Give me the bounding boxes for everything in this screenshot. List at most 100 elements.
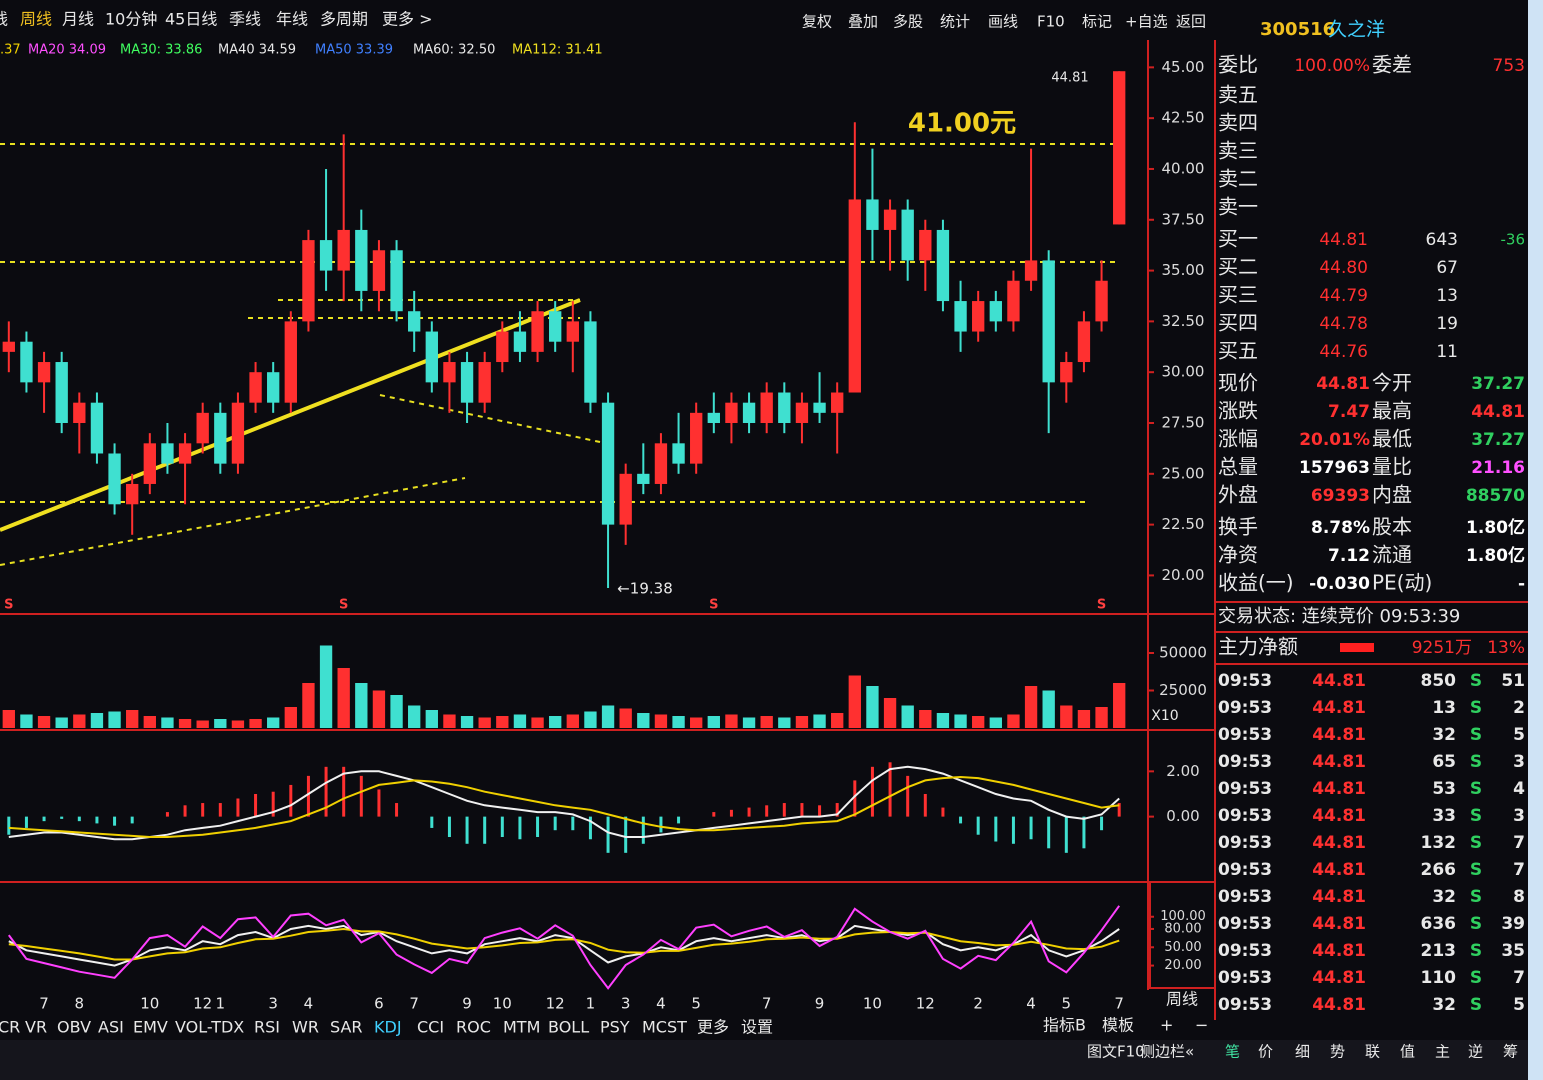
indicator-tool[interactable]: 指标B	[1043, 1016, 1086, 1035]
candle-body	[848, 199, 861, 393]
period-tab[interactable]: 多周期	[320, 10, 368, 29]
volume-bar	[1060, 705, 1073, 728]
y-tick-label: 50000	[1159, 644, 1207, 662]
indicator-tab[interactable]: OBV	[57, 1018, 91, 1037]
side-button[interactable]: 侧边栏«	[1140, 1043, 1194, 1061]
sell-level: 卖一	[1218, 195, 1258, 219]
indicator-tab[interactable]: ROC	[456, 1018, 491, 1037]
volume-bar	[866, 686, 879, 728]
period-tab[interactable]: 月线	[62, 10, 94, 29]
indicator-tab[interactable]: PSY	[600, 1018, 630, 1037]
indicator-tab[interactable]: CR	[0, 1018, 20, 1037]
indicator-tab[interactable]: MCST	[642, 1018, 687, 1037]
window-frame	[1528, 0, 1543, 1080]
side-button[interactable]: 笔	[1225, 1043, 1240, 1061]
indicator-tab[interactable]: ASI	[98, 1018, 124, 1037]
indicator-tab[interactable]: KDJ	[374, 1018, 402, 1037]
volume-bar	[1042, 690, 1055, 728]
dashed-trend	[0, 477, 466, 566]
trade-volume: 65	[1432, 752, 1456, 772]
stat-value: 37.27	[1471, 374, 1525, 394]
y-tick-label: 30.00	[1162, 363, 1205, 381]
period-tab[interactable]: 周线	[20, 10, 52, 29]
indicator-tab[interactable]: VOL-TDX	[175, 1018, 244, 1037]
indicator-tool[interactable]: −	[1195, 1016, 1208, 1035]
volume-bar	[672, 716, 685, 728]
side-button[interactable]: 主	[1435, 1043, 1450, 1061]
main-force-value: 9251万	[1412, 638, 1472, 658]
indicator-tab[interactable]: EMV	[133, 1018, 168, 1037]
volume-bar	[496, 716, 509, 728]
toolbar-button[interactable]: F10	[1037, 13, 1065, 31]
ma-legend: .37	[0, 43, 21, 58]
trade-volume: 32	[1432, 725, 1456, 745]
trade-price: 44.81	[1312, 698, 1366, 718]
indicator-tab[interactable]: RSI	[254, 1018, 280, 1037]
side-button[interactable]: 值	[1400, 1043, 1415, 1061]
side-button[interactable]: 图文F10	[1087, 1043, 1145, 1061]
indicator-tab[interactable]: SAR	[330, 1018, 363, 1037]
trade-time: 09:53	[1218, 833, 1272, 853]
side-button[interactable]: 价	[1258, 1043, 1273, 1061]
candle-body	[73, 402, 86, 423]
y-tick-label: 45.00	[1162, 58, 1205, 76]
candle-body	[813, 402, 826, 413]
toolbar-button[interactable]: 叠加	[848, 13, 878, 31]
toolbar-button[interactable]: +自选	[1125, 13, 1168, 31]
volume-bar	[249, 719, 262, 728]
y-tick-label: 40.00	[1162, 159, 1205, 177]
indicator-tool[interactable]: 模板	[1102, 1016, 1134, 1035]
side-button[interactable]: 筹	[1503, 1043, 1518, 1061]
candle-body	[214, 412, 227, 464]
x-tick-label: 7	[1114, 995, 1124, 1013]
indicator-tab[interactable]: 设置	[741, 1018, 773, 1037]
candle-body	[1113, 71, 1126, 225]
toolbar-button[interactable]: 返回	[1176, 13, 1206, 31]
volume-bar	[319, 645, 333, 728]
indicator-tab[interactable]: 更多	[697, 1018, 729, 1037]
candle-body	[866, 199, 879, 230]
toolbar-button[interactable]: 复权	[802, 13, 832, 31]
stat-label: 流通	[1372, 543, 1412, 567]
stat-label: 收益(一)	[1218, 571, 1294, 595]
candle-body	[672, 443, 685, 464]
trade-time: 09:53	[1218, 725, 1272, 745]
trade-time: 09:53	[1218, 941, 1272, 961]
side-button[interactable]: 逆	[1468, 1043, 1483, 1061]
buy-level: 买三	[1218, 283, 1258, 307]
toolbar-button[interactable]: 多股	[893, 13, 923, 31]
buy-level: 买四	[1218, 311, 1258, 335]
buy-price: 44.81	[1319, 230, 1368, 250]
toolbar-button[interactable]: 标记	[1082, 13, 1112, 31]
indicator-tab[interactable]: VR	[25, 1018, 47, 1037]
indicator-tab[interactable]: MTM	[503, 1018, 540, 1037]
sell-level: 卖五	[1218, 83, 1258, 107]
volume-bar	[883, 698, 897, 728]
volume-bar	[1024, 686, 1038, 728]
period-tab[interactable]: 45日线	[165, 10, 217, 29]
x-tick-label: 7	[39, 995, 49, 1013]
candle-body	[267, 372, 280, 403]
toolbar-button[interactable]: 统计	[940, 13, 970, 31]
period-tab[interactable]: 线	[0, 10, 8, 29]
period-tab[interactable]: 年线	[276, 10, 308, 29]
period-tab[interactable]: 更多 >	[382, 10, 433, 29]
indicator-tab[interactable]: CCI	[417, 1018, 444, 1037]
trade-side: S	[1470, 806, 1482, 826]
toolbar-button[interactable]: 画线	[988, 13, 1018, 31]
candle-body	[143, 443, 156, 484]
period-tab[interactable]: 10分钟	[105, 10, 157, 29]
indicator-tab[interactable]: WR	[292, 1018, 319, 1037]
period-tab[interactable]: 季线	[229, 10, 261, 29]
y-tick-label: 32.50	[1162, 312, 1205, 330]
side-button[interactable]: 势	[1330, 1043, 1345, 1061]
indicator-tool[interactable]: +	[1160, 1016, 1173, 1035]
ob-value: 753	[1493, 56, 1525, 76]
side-button[interactable]: 细	[1295, 1043, 1310, 1061]
volume-bar	[936, 713, 950, 728]
trade-count: 5	[1513, 995, 1525, 1015]
trade-count: 7	[1513, 833, 1525, 853]
trade-price: 44.81	[1312, 995, 1366, 1015]
indicator-tab[interactable]: BOLL	[548, 1018, 589, 1037]
side-button[interactable]: 联	[1365, 1043, 1380, 1061]
